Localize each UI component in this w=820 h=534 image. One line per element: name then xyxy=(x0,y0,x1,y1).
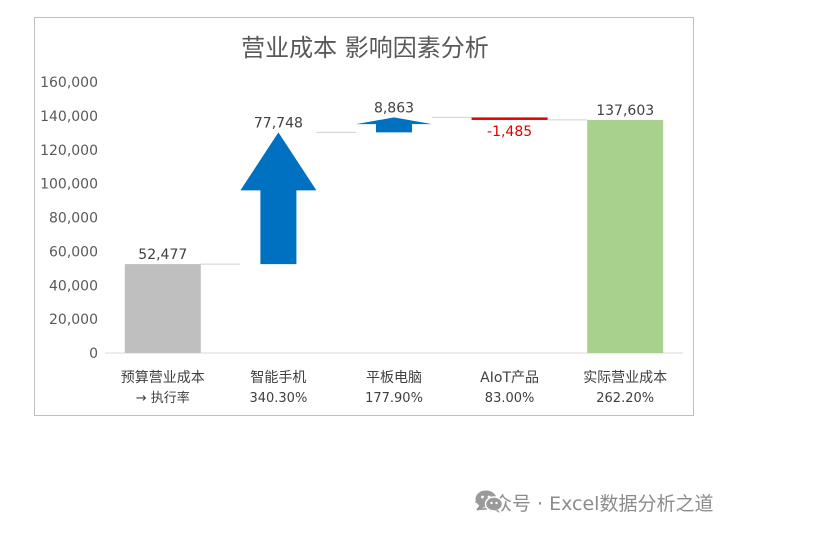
category-pct: 340.30% xyxy=(249,391,307,406)
y-tick-label: 120,000 xyxy=(40,143,98,159)
y-tick-label: 20,000 xyxy=(49,312,98,328)
category-pct: 177.90% xyxy=(365,391,423,406)
category-label: 平板电脑 xyxy=(366,370,422,386)
y-tick-label: 0 xyxy=(89,346,98,362)
data-label: 137,603 xyxy=(596,103,654,119)
category-label: 智能手机 xyxy=(250,370,306,386)
category-label: 实际营业成本 xyxy=(583,370,667,386)
wechat-icon xyxy=(475,490,504,513)
data-label: -1,485 xyxy=(487,124,532,140)
data-label: 8,863 xyxy=(374,100,414,116)
category-label: AIoT产品 xyxy=(480,370,539,386)
y-tick-label: 60,000 xyxy=(49,244,98,260)
total-bar xyxy=(124,264,201,353)
data-label: 77,748 xyxy=(254,115,303,131)
connector-layer xyxy=(200,116,588,265)
chart-title: 营业成本 影响因素分析 xyxy=(241,34,489,62)
category-label-layer: 预算营业成本 → 执行率 智能手机 340.30% 平板电脑 177.90% AIoT产品 8… xyxy=(121,370,667,406)
total-bar xyxy=(587,119,664,353)
category-pct: 83.00% xyxy=(485,391,535,406)
category-pct: 262.20% xyxy=(596,391,654,406)
y-tick-label: 100,000 xyxy=(40,177,98,193)
y-tick-label: 40,000 xyxy=(49,278,98,294)
bar-layer xyxy=(124,117,664,353)
decrease-bar xyxy=(471,117,548,120)
data-label: 52,477 xyxy=(138,247,187,263)
watermark: 公众号 · Excel数据分析之道 xyxy=(474,488,713,516)
increase-arrow xyxy=(356,117,432,133)
category-sublabel: → 执行率 xyxy=(136,390,190,406)
y-tick-label: 140,000 xyxy=(40,109,98,125)
category-label: 预算营业成本 xyxy=(121,370,205,386)
data-label-layer: 52,477 77,748 8,863 -1,485 137,603 xyxy=(138,100,654,263)
y-tick-label: 80,000 xyxy=(49,211,98,227)
watermark-text: 公众号 · Excel数据分析之道 xyxy=(474,492,714,515)
axis-layer: 0 20,000 40,000 60,000 80,000 100,000 120,000 1… xyxy=(40,75,683,362)
y-tick-label: 160,000 xyxy=(40,75,98,91)
increase-arrow xyxy=(240,132,317,265)
